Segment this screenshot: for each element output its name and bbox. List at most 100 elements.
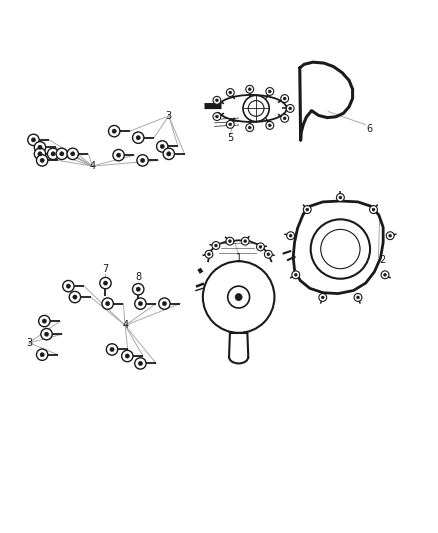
Circle shape — [357, 296, 360, 299]
Circle shape — [136, 287, 141, 292]
Circle shape — [163, 148, 174, 159]
Circle shape — [289, 107, 292, 110]
Circle shape — [215, 99, 219, 102]
Circle shape — [138, 302, 142, 306]
Circle shape — [40, 352, 44, 357]
Circle shape — [259, 245, 262, 248]
Circle shape — [265, 251, 272, 258]
Circle shape — [235, 294, 242, 301]
Circle shape — [103, 281, 108, 285]
Circle shape — [51, 152, 55, 156]
Circle shape — [226, 88, 234, 96]
Circle shape — [281, 95, 289, 102]
Circle shape — [287, 232, 294, 240]
Text: 3: 3 — [166, 111, 172, 121]
Circle shape — [294, 273, 297, 276]
Circle shape — [229, 240, 231, 243]
Circle shape — [71, 152, 75, 156]
Circle shape — [39, 316, 50, 327]
Circle shape — [215, 244, 217, 247]
Circle shape — [125, 354, 130, 358]
Text: 4: 4 — [89, 161, 95, 171]
Circle shape — [36, 155, 48, 166]
Circle shape — [384, 273, 386, 276]
Circle shape — [215, 115, 219, 118]
Circle shape — [34, 148, 46, 159]
Circle shape — [166, 152, 171, 156]
Circle shape — [304, 206, 311, 214]
Circle shape — [372, 208, 375, 211]
Circle shape — [67, 148, 78, 159]
Text: 2: 2 — [380, 255, 386, 265]
Circle shape — [229, 123, 232, 126]
Circle shape — [213, 96, 221, 104]
Circle shape — [226, 120, 234, 128]
Circle shape — [106, 302, 110, 306]
Circle shape — [122, 350, 133, 362]
Circle shape — [135, 358, 146, 369]
Circle shape — [241, 237, 249, 245]
Circle shape — [386, 232, 394, 240]
Circle shape — [266, 122, 274, 130]
Circle shape — [336, 193, 344, 201]
Circle shape — [321, 296, 324, 299]
Circle shape — [28, 134, 39, 146]
Circle shape — [109, 125, 120, 137]
Circle shape — [56, 148, 67, 159]
Circle shape — [248, 126, 251, 129]
Circle shape — [289, 234, 292, 237]
Circle shape — [117, 153, 121, 157]
Text: 4: 4 — [122, 320, 128, 330]
Circle shape — [213, 112, 221, 120]
Circle shape — [205, 251, 213, 258]
Circle shape — [268, 90, 271, 93]
Text: 5: 5 — [227, 133, 233, 143]
Circle shape — [40, 158, 44, 163]
Circle shape — [160, 144, 164, 149]
Circle shape — [267, 253, 270, 256]
Circle shape — [339, 196, 342, 199]
Circle shape — [112, 129, 117, 133]
Circle shape — [283, 117, 286, 120]
Circle shape — [354, 294, 362, 301]
Circle shape — [69, 292, 81, 303]
Circle shape — [370, 206, 378, 214]
Circle shape — [47, 148, 59, 159]
Circle shape — [246, 124, 254, 132]
Circle shape — [319, 294, 327, 301]
Circle shape — [246, 85, 254, 93]
Circle shape — [162, 302, 166, 306]
Circle shape — [266, 87, 274, 95]
Circle shape — [208, 253, 210, 256]
Circle shape — [137, 155, 148, 166]
Circle shape — [244, 240, 247, 243]
Text: 1: 1 — [236, 253, 242, 263]
Circle shape — [102, 298, 113, 309]
Circle shape — [38, 145, 42, 149]
Circle shape — [36, 349, 48, 360]
Circle shape — [42, 319, 46, 323]
Text: 3: 3 — [26, 338, 32, 348]
Circle shape — [268, 124, 271, 127]
Circle shape — [141, 158, 145, 163]
Circle shape — [106, 344, 118, 355]
Circle shape — [257, 243, 265, 251]
Circle shape — [60, 152, 64, 156]
Circle shape — [44, 332, 49, 336]
Circle shape — [41, 328, 52, 340]
Text: 7: 7 — [102, 264, 109, 273]
Circle shape — [381, 271, 389, 279]
Circle shape — [113, 149, 124, 161]
Circle shape — [286, 104, 294, 112]
Circle shape — [34, 142, 46, 153]
Circle shape — [212, 241, 220, 249]
Circle shape — [100, 277, 111, 289]
Circle shape — [226, 237, 234, 245]
Circle shape — [63, 280, 74, 292]
Text: 6: 6 — [367, 124, 373, 134]
Circle shape — [281, 115, 289, 122]
Circle shape — [138, 361, 142, 366]
Circle shape — [31, 138, 35, 142]
Circle shape — [156, 141, 168, 152]
Circle shape — [73, 295, 77, 299]
